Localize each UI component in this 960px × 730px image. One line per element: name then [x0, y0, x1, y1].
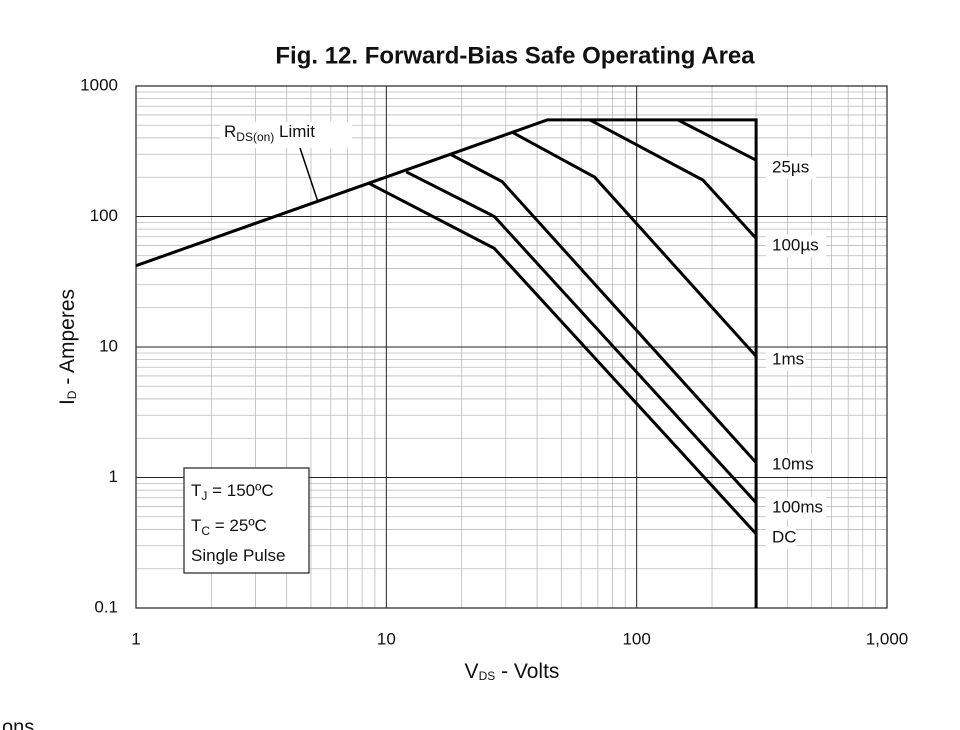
x-axis-title-part: - Volts: [495, 660, 559, 683]
chart-title: Fig. 12. Forward-Bias Safe Operating Are…: [275, 42, 755, 69]
condition-text-part: T: [191, 481, 201, 500]
plot-frame: [135, 85, 888, 609]
y-tick-label: 100: [90, 206, 118, 225]
series-line: [512, 131, 758, 358]
series-label: 1ms: [772, 349, 804, 368]
y-tick-label: 1: [109, 467, 118, 486]
condition-text: Single Pulse: [191, 546, 286, 565]
y-tick-label: 0.1: [94, 597, 118, 616]
x-axis-title: VDS - Volts: [465, 660, 560, 684]
series-line: [449, 152, 758, 464]
condition-text: TJ = 150ºC: [191, 481, 274, 503]
series-label: DC: [772, 527, 797, 546]
x-tick-label: 100: [622, 629, 650, 648]
page-fragment: ons: [2, 716, 34, 730]
series-line: [367, 181, 758, 535]
condition-text-part: = 150ºC: [207, 481, 273, 500]
series-line: [589, 118, 758, 240]
series-label: 25µs: [772, 157, 809, 176]
annotation-sub: DS(on): [236, 130, 274, 144]
annotation-part: R: [224, 122, 236, 141]
boundary-line: [135, 118, 758, 608]
y-tick-label: 10: [99, 336, 118, 355]
y-axis-title-sub: D: [65, 390, 79, 399]
annotation: RDS(on) Limit: [224, 122, 315, 144]
series-label: 10ms: [772, 454, 814, 473]
x-axis-title-part: V: [465, 660, 479, 683]
x-tick-label: 10: [377, 629, 396, 648]
annotation-part: Limit: [274, 122, 315, 141]
annotation-leader: [299, 147, 319, 203]
label-bg: [766, 454, 816, 476]
label-bg: [766, 349, 806, 371]
conditions-box: [183, 467, 310, 574]
label-bg: [220, 122, 352, 148]
series-line: [677, 118, 757, 162]
series-label: 100ms: [772, 497, 823, 516]
series-label: 100µs: [772, 235, 819, 254]
x-tick-label: 1: [131, 629, 140, 648]
condition-text-sub: J: [201, 489, 207, 503]
y-axis-title: ID - Amperes: [56, 289, 80, 405]
label-bg: [766, 527, 796, 549]
series-line: [405, 170, 758, 504]
condition-text-part: T: [191, 516, 201, 535]
y-axis-title-part: I: [56, 399, 79, 405]
y-axis-title-part: - Amperes: [56, 289, 79, 391]
label-bg: [766, 235, 826, 257]
y-tick-label: 1000: [80, 75, 118, 94]
x-tick-label: 1,000: [866, 629, 909, 648]
condition-text-part: = 25ºC: [210, 516, 267, 535]
condition-text-part: Single Pulse: [191, 546, 286, 565]
label-bg: [766, 497, 826, 519]
condition-text-sub: C: [201, 524, 210, 538]
condition-text: TC = 25ºC: [191, 516, 267, 538]
x-axis-title-sub: DS: [479, 669, 496, 683]
label-bg: [766, 157, 816, 179]
